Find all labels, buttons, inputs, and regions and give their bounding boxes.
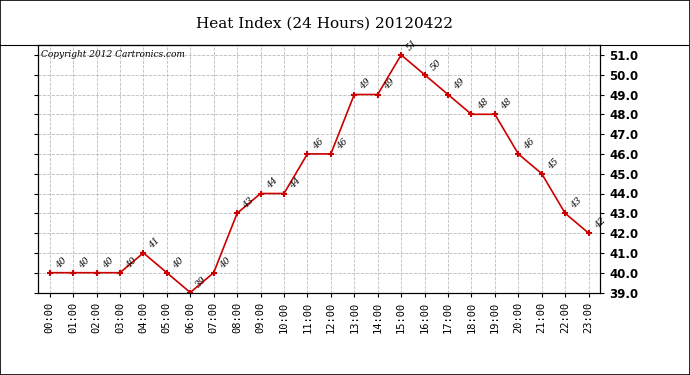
Text: 40: 40 [171, 255, 186, 270]
Text: 50: 50 [428, 57, 443, 72]
Text: 49: 49 [452, 77, 466, 92]
Text: 49: 49 [358, 77, 373, 92]
Text: 44: 44 [288, 176, 303, 191]
Text: Heat Index (24 Hours) 20120422: Heat Index (24 Hours) 20120422 [196, 17, 453, 31]
Text: 45: 45 [546, 156, 560, 171]
Text: 46: 46 [522, 136, 537, 151]
Text: 40: 40 [124, 255, 139, 270]
Text: 40: 40 [54, 255, 68, 270]
Text: 51: 51 [405, 38, 420, 52]
Text: 46: 46 [312, 136, 326, 151]
Text: 44: 44 [265, 176, 279, 191]
Text: 43: 43 [241, 196, 256, 210]
Text: 46: 46 [335, 136, 350, 151]
Text: 42: 42 [593, 216, 607, 230]
Text: 40: 40 [218, 255, 233, 270]
Text: 48: 48 [499, 97, 513, 111]
Text: Copyright 2012 Cartronics.com: Copyright 2012 Cartronics.com [41, 50, 185, 59]
Text: 40: 40 [77, 255, 92, 270]
Text: 39: 39 [195, 275, 209, 290]
Text: 48: 48 [475, 97, 490, 111]
Text: 40: 40 [101, 255, 115, 270]
Text: 43: 43 [569, 196, 584, 210]
Text: 49: 49 [382, 77, 396, 92]
Text: 41: 41 [148, 236, 162, 250]
